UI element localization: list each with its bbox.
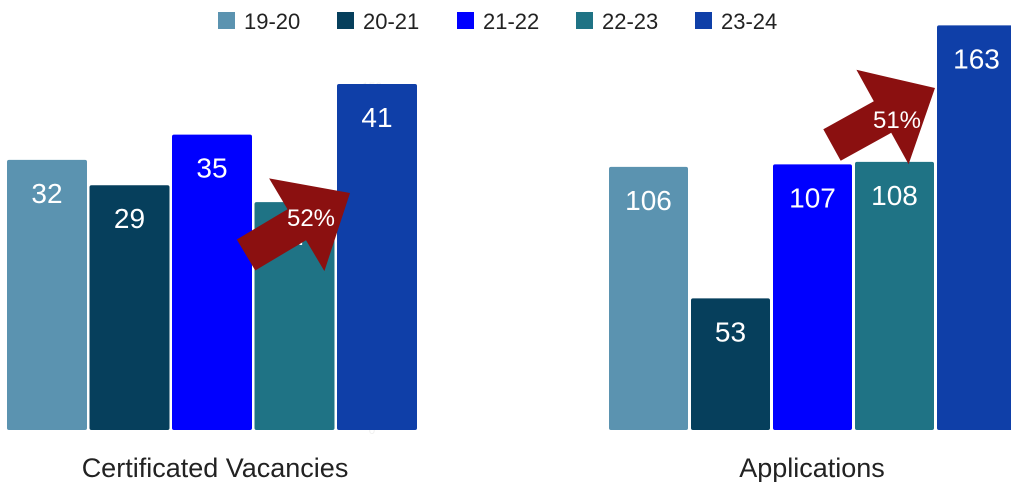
bar-value-label: 35 — [196, 153, 227, 184]
legend-label-21-22: 21-22 — [483, 9, 539, 34]
bar-value-label: 41 — [361, 102, 392, 133]
growth-percent-label: 51% — [873, 107, 921, 134]
chart-panels: 0100150322935274152%Certificated Vacanci… — [7, 25, 1011, 482]
legend-label-19-20: 19-20 — [244, 9, 300, 34]
bar-23-24 — [337, 84, 417, 430]
bar-value-label: 108 — [871, 180, 918, 211]
panel-applications: 106 53 107 108 163 51% Applications — [609, 25, 1011, 482]
legend-swatch-20-21 — [337, 12, 354, 29]
bar-23-24 — [937, 25, 1011, 430]
legend-swatch-23-24 — [695, 12, 712, 29]
category-label: Applications — [739, 453, 885, 482]
bar-value-label: 107 — [789, 182, 836, 213]
legend-label-22-23: 22-23 — [602, 9, 658, 34]
legend: 19-20 20-21 21-22 22-23 23-24 — [218, 9, 777, 34]
category-label: Certificated Vacancies — [82, 453, 349, 482]
legend-swatch-22-23 — [576, 12, 593, 29]
legend-swatch-21-22 — [457, 12, 474, 29]
legend-label-23-24: 23-24 — [721, 9, 777, 34]
growth-percent-label: 52% — [287, 205, 335, 232]
bar-value-label: 53 — [715, 316, 746, 347]
legend-label-20-21: 20-21 — [363, 9, 419, 34]
bar-value-label: 29 — [114, 203, 145, 234]
panel-vacancies: 0100150322935274152%Certificated Vacanci… — [7, 80, 417, 482]
bar-value-label: 32 — [31, 178, 62, 209]
bar-value-label: 106 — [625, 185, 672, 216]
legend-swatch-19-20 — [218, 12, 235, 29]
bar-value-label: 163 — [953, 43, 1000, 74]
